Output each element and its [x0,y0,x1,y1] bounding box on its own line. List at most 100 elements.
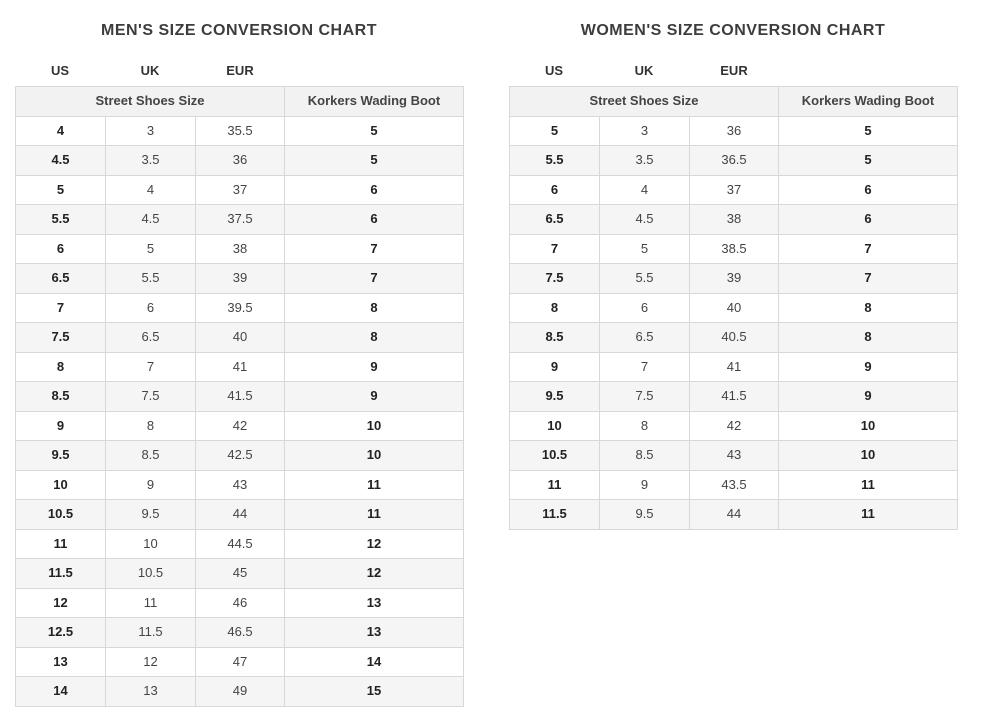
uk-size-cell: 6 [599,292,690,323]
table-row: 14 13 49 15 [15,676,464,707]
us-size-cell: 9 [15,410,106,441]
eur-size-cell: 41 [689,351,779,382]
eur-size-cell: 41.5 [689,381,779,412]
uk-size-cell: 7 [599,351,690,382]
eur-size-cell: 37 [195,174,285,205]
table-row: 6 4 37 6 [509,174,958,205]
table-row: 9.5 8.5 42.5 10 [15,440,464,471]
eur-size-cell: 43 [689,440,779,471]
eur-size-cell: 40 [689,292,779,323]
us-size-cell: 7.5 [509,263,600,294]
us-size-cell: 7.5 [15,322,106,353]
boot-size-cell: 6 [778,174,958,205]
us-size-cell: 9 [509,351,600,382]
boot-size-cell: 11 [284,469,464,500]
us-size-cell: 8.5 [15,381,106,412]
boot-size-cell: 9 [778,381,958,412]
uk-size-cell: 4.5 [105,204,196,235]
table-row: 9 8 42 10 [15,410,464,441]
boot-size-cell: 9 [284,381,464,412]
mens-unit-label-uk: UK [140,63,160,78]
uk-size-cell: 12 [105,646,196,677]
us-size-cell: 6 [509,174,600,205]
us-size-cell: 6.5 [509,204,600,235]
boot-size-cell: 8 [778,292,958,323]
eur-size-cell: 42 [689,410,779,441]
us-size-cell: 10 [509,410,600,441]
womens-table-header-row: Street Shoes Size Korkers Wading Boot [509,86,958,117]
table-row: 9.5 7.5 41.5 9 [509,381,958,412]
eur-size-cell: 45 [195,558,285,589]
us-size-cell: 10.5 [15,499,106,530]
boot-size-cell: 6 [284,204,464,235]
eur-size-cell: 46 [195,587,285,618]
us-size-cell: 5.5 [15,204,106,235]
mens-table-header-row: Street Shoes Size Korkers Wading Boot [15,86,464,117]
boot-size-cell: 11 [284,499,464,530]
uk-size-cell: 8.5 [599,440,690,471]
table-row: 7.5 6.5 40 8 [15,322,464,353]
boot-size-cell: 6 [778,204,958,235]
uk-size-cell: 8 [599,410,690,441]
uk-size-cell: 4 [105,174,196,205]
boot-size-cell: 11 [778,469,958,500]
us-size-cell: 8 [15,351,106,382]
us-size-cell: 6 [15,233,106,264]
eur-size-cell: 38 [195,233,285,264]
table-row: 8 7 41 9 [15,351,464,382]
table-row: 10 9 43 11 [15,469,464,500]
eur-size-cell: 36.5 [689,145,779,176]
boot-size-cell: 5 [778,145,958,176]
us-size-cell: 8 [509,292,600,323]
boot-size-cell: 5 [778,115,958,146]
boot-size-cell: 13 [284,587,464,618]
us-size-cell: 10.5 [509,440,600,471]
us-size-cell: 11 [509,469,600,500]
table-row: 11.5 9.5 44 11 [509,499,958,530]
boot-size-cell: 5 [284,115,464,146]
uk-size-cell: 8.5 [105,440,196,471]
table-row: 5 4 37 6 [15,174,464,205]
boot-size-cell: 7 [778,233,958,264]
mens-unit-label-us: US [50,63,70,78]
uk-size-cell: 9.5 [105,499,196,530]
uk-size-cell: 8 [105,410,196,441]
us-size-cell: 8.5 [509,322,600,353]
uk-size-cell: 4.5 [599,204,690,235]
us-size-cell: 12.5 [15,617,106,648]
eur-size-cell: 44.5 [195,528,285,559]
table-row: 12 11 46 13 [15,587,464,618]
table-row: 5.5 4.5 37.5 6 [15,204,464,235]
eur-size-cell: 39.5 [195,292,285,323]
womens-wading-boot-header: Korkers Wading Boot [778,86,958,117]
table-row: 11 10 44.5 12 [15,528,464,559]
boot-size-cell: 10 [284,440,464,471]
us-size-cell: 4 [15,115,106,146]
boot-size-cell: 10 [284,410,464,441]
eur-size-cell: 41.5 [195,381,285,412]
womens-unit-label-uk: UK [634,63,654,78]
table-row: 11.5 10.5 45 12 [15,558,464,589]
us-size-cell: 9.5 [509,381,600,412]
us-size-cell: 5 [15,174,106,205]
boot-size-cell: 9 [284,351,464,382]
eur-size-cell: 40.5 [689,322,779,353]
mens-wading-boot-header: Korkers Wading Boot [284,86,464,117]
us-size-cell: 10 [15,469,106,500]
us-size-cell: 11 [15,528,106,559]
uk-size-cell: 3.5 [105,145,196,176]
uk-size-cell: 11 [105,587,196,618]
mens-table-body: 4 3 35.5 5 4.5 3.5 36 5 5 4 37 6 5.5 4.5 37.5 6 6 5 38 7 6.5… [15,115,464,707]
us-size-cell: 6.5 [15,263,106,294]
table-row: 7.5 5.5 39 7 [509,263,958,294]
table-row: 8.5 7.5 41.5 9 [15,381,464,412]
eur-size-cell: 40 [195,322,285,353]
uk-size-cell: 9 [105,469,196,500]
eur-size-cell: 49 [195,676,285,707]
table-row: 6.5 5.5 39 7 [15,263,464,294]
boot-size-cell: 14 [284,646,464,677]
boot-size-cell: 8 [778,322,958,353]
us-size-cell: 4.5 [15,145,106,176]
boot-size-cell: 15 [284,676,464,707]
